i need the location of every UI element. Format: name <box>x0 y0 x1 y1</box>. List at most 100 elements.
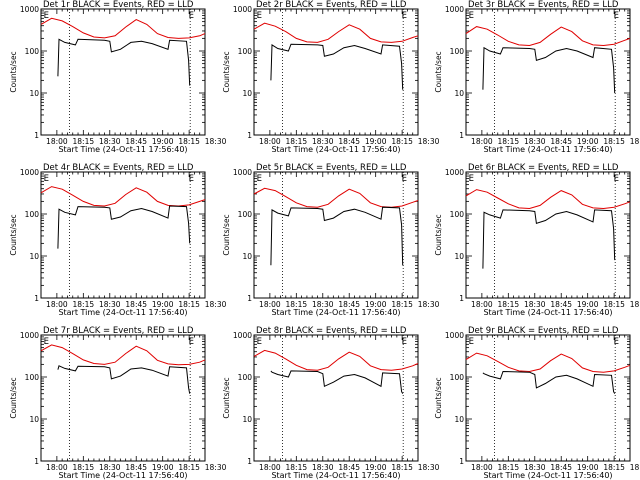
detector-panel: Det 6r BLACK = Events, RED = LLD 1 10 100 10… <box>434 163 640 317</box>
events-series-line <box>482 370 616 394</box>
x-tick-label: 18:30 <box>418 463 440 472</box>
x-tick-label: 18:15 <box>178 137 200 146</box>
panel-title: Det 9r BLACK = Events, RED = LLD <box>468 326 619 336</box>
panel-title: Det 8r BLACK = Events, RED = LLD <box>256 326 407 336</box>
x-tick-label: 18:00 <box>471 137 493 146</box>
e-marker-label: E <box>257 337 262 347</box>
plot-frame <box>40 171 206 299</box>
events-series-line <box>482 209 616 269</box>
x-tick-label: 18:15 <box>603 300 625 309</box>
y-tick-label: 10 <box>454 415 464 424</box>
x-tick-label: 18:45 <box>125 137 147 146</box>
x-tick-label: 18:45 <box>338 137 360 146</box>
x-tick-label: 18:15 <box>73 463 95 472</box>
y-tick-label: 1 <box>247 457 252 466</box>
events-series-line <box>270 43 404 90</box>
e-marker-label: E <box>189 337 194 347</box>
x-tick-label: 18:30 <box>205 463 227 472</box>
plot-frame <box>40 8 206 136</box>
e-marker-label: E <box>469 174 474 184</box>
x-tick-label: 18:15 <box>498 463 520 472</box>
lld-series-line <box>40 17 206 39</box>
e-marker-label: E <box>189 11 194 21</box>
x-tick-label: 18:15 <box>603 137 625 146</box>
lld-series-line <box>465 26 631 47</box>
x-tick-label: 19:00 <box>577 300 599 309</box>
x-axis-label: Start Time (24-Oct-11 17:56:40) <box>271 145 400 154</box>
plot-frame <box>465 334 631 462</box>
panel-title: Det 7r BLACK = Events, RED = LLD <box>43 326 194 336</box>
e-marker-label: E <box>614 174 619 184</box>
y-tick-label: 1 <box>34 457 39 466</box>
y-tick-label: 100 <box>238 373 253 382</box>
e-marker-label: E <box>189 174 194 184</box>
x-tick-label: 18:45 <box>550 300 572 309</box>
x-tick-label: 18:00 <box>259 463 281 472</box>
x-tick-label: 18:30 <box>524 300 546 309</box>
y-tick-label: 1000 <box>233 168 252 177</box>
plot-frame <box>465 8 631 136</box>
y-tick-label: 10 <box>454 252 464 261</box>
x-tick-label: 19:00 <box>365 300 387 309</box>
x-tick-label: 18:15 <box>178 300 200 309</box>
e-marker-label: E <box>614 11 619 21</box>
e-marker-label: E <box>402 11 407 21</box>
x-tick-label: 18:00 <box>471 300 493 309</box>
x-tick-label: 19:00 <box>577 463 599 472</box>
x-tick-label: 18:45 <box>338 300 360 309</box>
y-tick-label: 10 <box>29 252 39 261</box>
y-tick-label: 10 <box>242 252 252 261</box>
detector-panel: Det 8r BLACK = Events, RED = LLD 1 10 100 10… <box>222 326 440 480</box>
panel-title: Det 4r BLACK = Events, RED = LLD <box>43 163 194 173</box>
detector-panel: Det 7r BLACK = Events, RED = LLD 1 10 100 10… <box>9 326 227 480</box>
detector-panel: Det 9r BLACK = Events, RED = LLD 1 10 100 10… <box>434 326 640 480</box>
x-tick-label: 19:00 <box>152 137 174 146</box>
x-tick-label: 18:00 <box>259 300 281 309</box>
y-tick-label: 1000 <box>445 331 464 340</box>
x-tick-label: 19:00 <box>152 300 174 309</box>
y-axis-label: Counts/sec <box>434 51 443 92</box>
x-axis-label: Start Time (24-Oct-11 17:56:40) <box>483 471 612 480</box>
plot-frame <box>253 171 419 299</box>
x-tick-label: 18:15 <box>498 137 520 146</box>
lld-series-line <box>253 22 419 43</box>
x-tick-label: 19:00 <box>365 463 387 472</box>
y-tick-label: 10 <box>454 89 464 98</box>
events-series-line <box>57 205 191 249</box>
x-tick-label: 18:30 <box>524 463 546 472</box>
y-tick-label: 1000 <box>20 331 39 340</box>
x-axis-label: Start Time (24-Oct-11 17:56:40) <box>58 145 187 154</box>
events-series-line <box>270 206 404 266</box>
y-tick-label: 100 <box>450 373 465 382</box>
x-tick-label: 19:00 <box>152 463 174 472</box>
x-tick-label: 18:30 <box>312 300 334 309</box>
y-tick-label: 1 <box>247 131 252 140</box>
e-marker-label: E <box>257 174 262 184</box>
y-tick-label: 100 <box>450 210 465 219</box>
x-tick-label: 18:45 <box>338 463 360 472</box>
y-axis-label: Counts/sec <box>222 214 231 255</box>
lld-series-line <box>253 349 419 371</box>
x-tick-label: 18:30 <box>630 300 640 309</box>
x-tick-label: 18:15 <box>498 300 520 309</box>
e-marker-label: E <box>402 337 407 347</box>
e-marker-label: E <box>469 337 474 347</box>
y-tick-label: 1 <box>459 294 464 303</box>
plot-frame <box>465 171 631 299</box>
y-tick-label: 100 <box>238 47 253 56</box>
x-axis-label: Start Time (24-Oct-11 17:56:40) <box>483 145 612 154</box>
x-tick-label: 18:45 <box>125 463 147 472</box>
x-tick-label: 18:00 <box>471 463 493 472</box>
panel-title: Det 6r BLACK = Events, RED = LLD <box>468 163 619 173</box>
x-tick-label: 18:15 <box>286 300 308 309</box>
y-tick-label: 10 <box>29 89 39 98</box>
x-tick-label: 18:45 <box>550 463 572 472</box>
y-tick-label: 1 <box>34 294 39 303</box>
detector-panel: Det 1r BLACK = Events, RED = LLD 1 10 100 10… <box>9 0 227 154</box>
y-tick-label: 10 <box>242 89 252 98</box>
y-tick-label: 1000 <box>233 331 252 340</box>
x-tick-label: 18:30 <box>312 137 334 146</box>
y-tick-label: 1000 <box>445 168 464 177</box>
events-series-line <box>270 370 404 394</box>
y-axis-label: Counts/sec <box>222 377 231 418</box>
